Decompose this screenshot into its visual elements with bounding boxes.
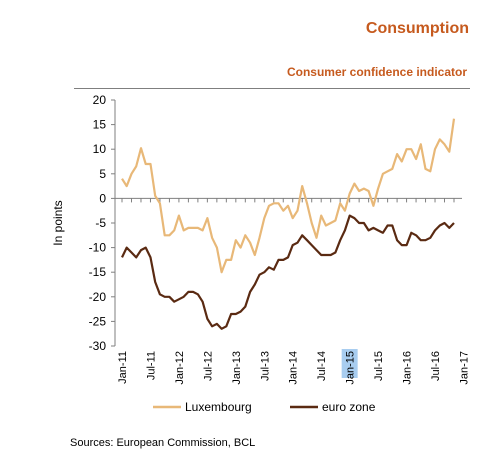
- chart-series: [121, 118, 456, 330]
- x-tick-label: Jan-17: [458, 351, 470, 385]
- x-tick-label: Jan-13: [231, 351, 243, 385]
- y-tick-label: -25: [89, 314, 107, 328]
- source-note: Sources: European Commission, BCL: [70, 437, 256, 449]
- y-tick-label: -20: [89, 290, 107, 304]
- chart-subtitle: Consumer confidence indicator: [286, 65, 467, 79]
- x-tick-label: Jul-15: [373, 351, 385, 381]
- x-tick-label: Jul-14: [316, 351, 328, 381]
- x-tick-label: Jul-16: [430, 351, 442, 381]
- y-tick-label: 10: [93, 142, 107, 156]
- y-tick-label: -10: [89, 241, 107, 255]
- y-tick-label: -30: [89, 339, 107, 353]
- y-tick-label: 20: [93, 93, 107, 107]
- x-tick-label: Jan-12: [174, 351, 186, 385]
- chart-axes: 20 15 10 5 0 -5 -10 -15 -20 -25 -30 In points Jan-11…: [51, 93, 470, 385]
- series-line-euro-zone: [121, 214, 455, 330]
- chart-title: Consumption: [365, 20, 469, 37]
- chart-legend: Luxembourg euro zone: [153, 400, 376, 414]
- x-tick-label: Jan-11: [117, 351, 129, 384]
- legend-label: Luxembourg: [185, 400, 252, 414]
- x-tick-label: Jan-15: [345, 351, 357, 385]
- y-tick-label: -5: [95, 216, 106, 230]
- y-tick-label: 5: [99, 167, 106, 181]
- x-tick-label: Jul-11: [145, 351, 157, 380]
- series-line-luxembourg: [121, 118, 456, 274]
- x-tick-highlight: [341, 349, 358, 378]
- legend-label: euro zone: [322, 400, 376, 414]
- x-tick-label: Jan-16: [402, 351, 414, 385]
- y-tick-label: 0: [99, 191, 106, 205]
- y-tick-label: 15: [93, 118, 107, 132]
- title-divider: [74, 88, 470, 89]
- y-tick-label: -15: [89, 265, 107, 279]
- y-axis-title: In points: [51, 200, 65, 245]
- x-tick-label: Jul-13: [259, 351, 271, 381]
- x-tick-label: Jul-12: [202, 351, 214, 381]
- x-tick-label: Jan-14: [288, 351, 300, 385]
